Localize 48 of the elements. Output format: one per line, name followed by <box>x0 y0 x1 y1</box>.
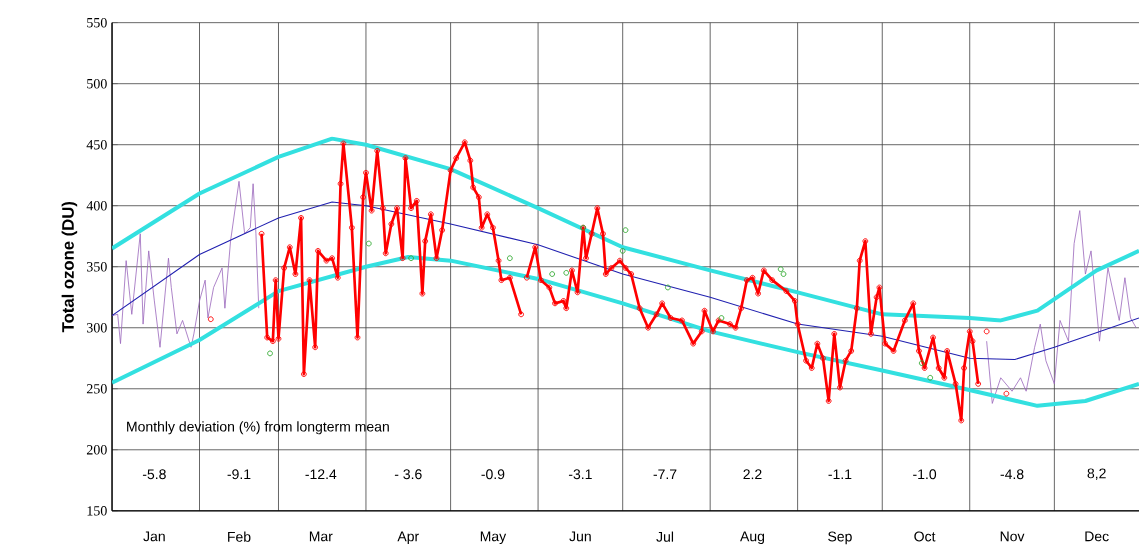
y-tick-label: 150 <box>87 505 107 516</box>
x-tick-label: Dec <box>1085 531 1109 542</box>
annotation: - 3.6 <box>394 469 422 479</box>
annotation: -12.4 <box>305 469 337 479</box>
point <box>983 328 990 335</box>
point <box>365 240 372 247</box>
annotation: -7.7 <box>653 469 677 479</box>
x-tick-label: Jul <box>656 531 674 542</box>
y-tick-label: 550 <box>87 17 107 28</box>
x-tick-label: Apr <box>397 531 419 544</box>
point <box>777 266 784 272</box>
point <box>664 284 671 291</box>
point <box>622 227 629 233</box>
annotation: 8,2 <box>1087 468 1106 480</box>
y-tick-label: 500 <box>87 78 107 89</box>
annotation: -3.1 <box>568 469 592 479</box>
x-tick-label: Jan <box>143 531 165 542</box>
y-tick-label: 200 <box>86 444 107 455</box>
x-tick-label: Jun <box>569 531 591 542</box>
y-tick-label: 350 <box>86 261 107 272</box>
y-axis-title: Total ozone (DU) <box>61 201 78 332</box>
x-tick-label: Nov <box>1000 531 1025 542</box>
y-tick-label: 300 <box>86 322 107 333</box>
x-tick-label: Aug <box>740 531 765 544</box>
annotation: -0.9 <box>481 469 505 479</box>
y-tick-label: 250 <box>86 383 107 394</box>
x-tick-label: May <box>480 531 507 544</box>
x-tick-label: Sep <box>828 531 852 544</box>
point <box>780 270 787 277</box>
point <box>918 360 925 366</box>
point <box>927 374 934 381</box>
annotation: -9.1 <box>227 469 251 479</box>
annotation: -5.8 <box>142 469 166 479</box>
x-tick-label: Oct <box>914 531 936 542</box>
annotation: -4.8 <box>1000 469 1024 479</box>
point <box>563 269 570 276</box>
annotation: -1.0 <box>913 469 937 479</box>
y-tick-label: 450 <box>86 139 107 150</box>
point <box>549 270 556 277</box>
point <box>408 255 414 261</box>
point <box>619 247 626 254</box>
x-tick-label: Feb <box>228 531 251 542</box>
point <box>1003 390 1010 397</box>
annotation: 2.2 <box>743 469 762 479</box>
point <box>506 255 513 261</box>
y-tick-label: 400 <box>86 200 107 211</box>
x-tick-label: Mar <box>309 531 333 542</box>
annotation: -1.1 <box>828 469 852 479</box>
